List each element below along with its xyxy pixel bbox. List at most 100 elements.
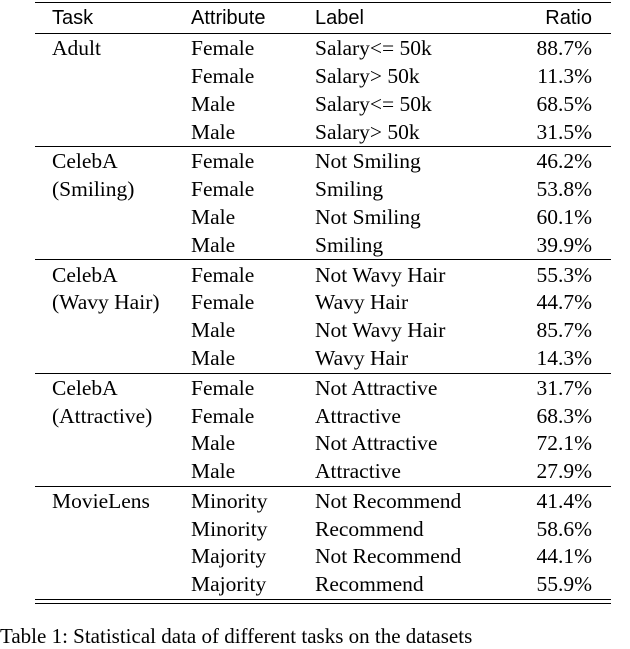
cell-attribute: Female <box>191 375 255 400</box>
bottom-rule-double <box>35 602 611 604</box>
top-rule <box>35 2 611 3</box>
cell-ratio: 11.3% <box>537 63 592 88</box>
cell-ratio: 31.7% <box>536 375 592 400</box>
table-row: (Smiling) Female Smiling 53.8% <box>35 176 611 204</box>
table-row: CelebA Female Not Wavy Hair 55.3% <box>35 261 611 289</box>
cell-label: Not Attractive <box>315 375 438 400</box>
task-group: Adult Female Salary<= 50k 88.7% Female Salary… <box>35 33 611 146</box>
cell-label: Recommend <box>315 572 424 597</box>
cell-label: Not Wavy Hair <box>315 318 446 343</box>
table-row: Majority Not Recommend 44.1% <box>35 543 611 571</box>
cell-attribute: Female <box>191 290 255 315</box>
table-row: Male Salary> 50k 31.5% <box>35 118 611 146</box>
table-row: Male Wavy Hair 14.3% <box>35 345 611 373</box>
cell-attribute: Female <box>191 63 255 88</box>
table-body: Adult Female Salary<= 50k 88.7% Female Salary… <box>35 33 611 599</box>
cell-attribute: Female <box>191 262 255 287</box>
cell-ratio: 46.2% <box>536 149 592 174</box>
cell-task: Adult <box>52 36 101 61</box>
table-row: Majority Recommend 55.9% <box>35 571 611 599</box>
table-row: (Attractive) Female Attractive 68.3% <box>35 402 611 430</box>
cell-ratio: 85.7% <box>536 318 592 343</box>
cell-attribute: Male <box>191 204 236 229</box>
header-task: Task <box>52 7 94 29</box>
cell-attribute: Male <box>191 91 236 116</box>
cell-task: CelebA <box>52 262 118 287</box>
cell-label: Wavy Hair <box>315 345 409 370</box>
cell-attribute: Male <box>191 345 236 370</box>
cell-label: Salary<= 50k <box>315 91 432 116</box>
cell-ratio: 55.9% <box>536 572 592 597</box>
cell-label: Not Wavy Hair <box>315 262 446 287</box>
table-row: CelebA Female Not Attractive 31.7% <box>35 375 611 403</box>
cell-ratio: 88.7% <box>536 36 592 61</box>
task-group: CelebA Female Not Attractive 31.7% (Attracti… <box>35 372 611 486</box>
cell-label: Salary<= 50k <box>315 36 432 61</box>
cell-label: Smiling <box>315 177 384 202</box>
header-ratio: Ratio <box>545 7 592 29</box>
cell-label: Attractive <box>315 459 401 484</box>
cell-attribute: Minority <box>191 516 268 541</box>
cell-ratio: 53.8% <box>536 177 592 202</box>
cell-ratio: 14.3% <box>536 345 592 370</box>
cell-label: Not Smiling <box>315 204 421 229</box>
table-caption: Table 1: Statistical data of different t… <box>0 624 473 648</box>
bottom-rule <box>35 598 611 600</box>
cell-ratio: 41.4% <box>536 488 592 513</box>
cell-attribute: Female <box>191 403 255 428</box>
statistics-table: Task Attribute Label Ratio Adult Female Sa… <box>35 0 611 604</box>
table-row: Male Not Smiling 60.1% <box>35 204 611 232</box>
cell-ratio: 68.3% <box>536 403 592 428</box>
cell-ratio: 39.9% <box>536 232 592 257</box>
table-row: (Wavy Hair) Female Wavy Hair 44.7% <box>35 289 611 317</box>
cell-label: Smiling <box>315 232 384 257</box>
table-row: Male Not Wavy Hair 85.7% <box>35 317 611 345</box>
table-row: Adult Female Salary<= 50k 88.7% <box>35 35 611 63</box>
cell-attribute: Male <box>191 431 236 456</box>
task-group: CelebA Female Not Wavy Hair 55.3% (Wavy Hair… <box>35 259 611 372</box>
cell-label: Recommend <box>315 516 424 541</box>
cell-attribute: Male <box>191 459 236 484</box>
cell-ratio: 68.5% <box>536 91 592 116</box>
cell-task: MovieLens <box>52 488 150 513</box>
cell-label: Not Recommend <box>315 488 462 513</box>
table-header-row: Task Attribute Label Ratio <box>35 3 611 33</box>
cell-label: Salary> 50k <box>315 63 420 88</box>
table-row: Female Salary> 50k 11.3% <box>35 63 611 91</box>
cell-ratio: 55.3% <box>536 262 592 287</box>
cell-ratio: 27.9% <box>536 459 592 484</box>
cell-attribute: Female <box>191 177 255 202</box>
header-attribute: Attribute <box>191 7 266 29</box>
table-row: Male Salary<= 50k 68.5% <box>35 91 611 119</box>
cell-attribute: Minority <box>191 488 268 513</box>
table-row: MovieLens Minority Not Recommend 41.4% <box>35 488 611 516</box>
cell-attribute: Male <box>191 232 236 257</box>
cell-task: CelebA <box>52 149 118 174</box>
cell-attribute: Majority <box>191 572 267 597</box>
header-label: Label <box>315 7 364 29</box>
table-row: Male Attractive 27.9% <box>35 458 611 486</box>
table-row: Male Not Attractive 72.1% <box>35 430 611 458</box>
cell-label: Wavy Hair <box>315 290 409 315</box>
table-row: CelebA Female Not Smiling 46.2% <box>35 148 611 176</box>
cell-attribute: Male <box>191 119 236 144</box>
cell-attribute: Male <box>191 318 236 343</box>
cell-label: Not Attractive <box>315 431 438 456</box>
table-row: Minority Recommend 58.6% <box>35 516 611 544</box>
cell-attribute: Female <box>191 149 255 174</box>
cell-ratio: 44.1% <box>536 544 592 569</box>
cell-label: Not Smiling <box>315 149 421 174</box>
cell-ratio: 58.6% <box>536 516 592 541</box>
cell-attribute: Majority <box>191 544 267 569</box>
cell-ratio: 44.7% <box>536 290 592 315</box>
cell-task: (Attractive) <box>52 403 153 428</box>
cell-ratio: 31.5% <box>536 119 592 144</box>
cell-task: CelebA <box>52 375 118 400</box>
cell-label: Attractive <box>315 403 401 428</box>
task-group: CelebA Female Not Smiling 46.2% (Smiling) Fem… <box>35 146 611 259</box>
cell-attribute: Female <box>191 36 255 61</box>
cell-task: (Smiling) <box>52 177 135 202</box>
cell-label: Not Recommend <box>315 544 462 569</box>
cell-task: (Wavy Hair) <box>52 290 160 315</box>
cell-label: Salary> 50k <box>315 119 420 144</box>
